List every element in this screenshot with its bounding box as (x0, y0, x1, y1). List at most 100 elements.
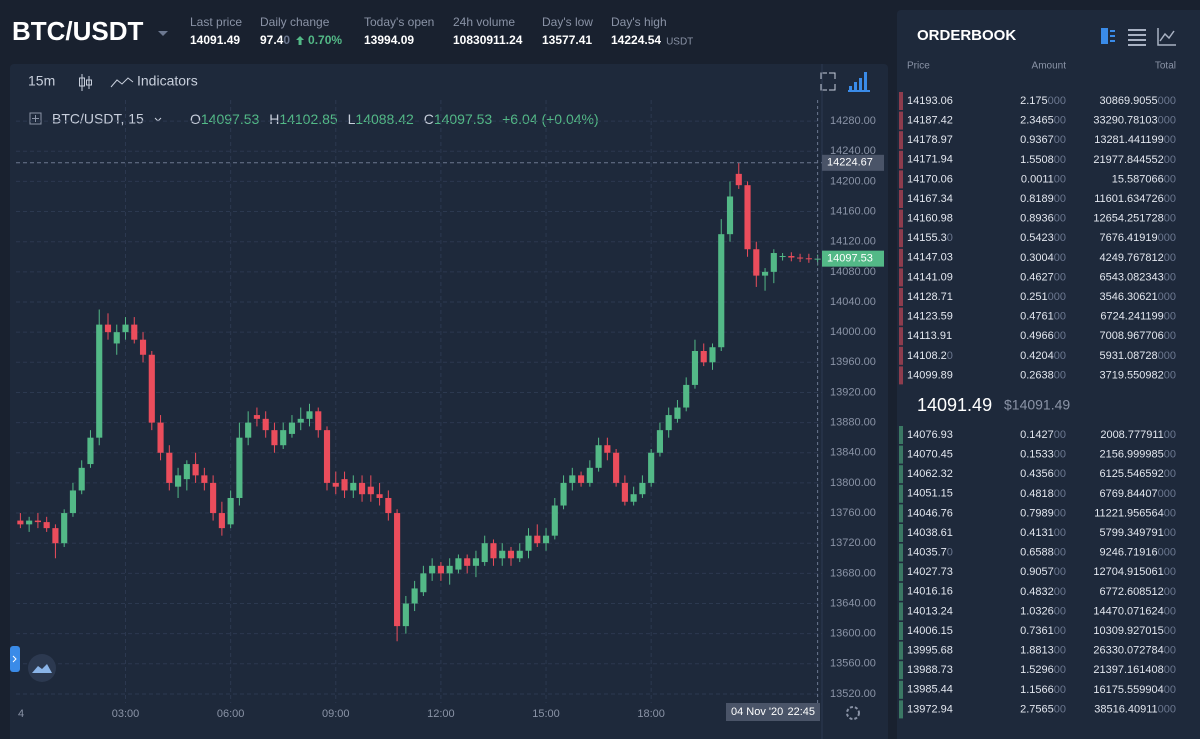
ask-price[interactable]: 14155.30 (907, 232, 953, 244)
ask-price[interactable]: 14187.42 (907, 115, 953, 127)
ask-total[interactable]: 7008.96770600 (1100, 330, 1176, 342)
ask-price[interactable]: 14160.98 (907, 213, 953, 225)
orderbook-view-depth[interactable] (1157, 28, 1176, 46)
bid-total[interactable]: 38516.40911000 (1094, 703, 1176, 715)
pair-title[interactable]: BTC/USDT (12, 16, 144, 46)
bid-amount[interactable]: 1.156600 (1020, 684, 1066, 696)
ask-total[interactable]: 7676.41919000 (1100, 232, 1176, 244)
bid-price[interactable]: 13995.68 (907, 645, 953, 657)
bid-amount[interactable]: 0.798900 (1020, 507, 1066, 519)
fullscreen-icon[interactable] (820, 72, 836, 91)
ask-amount[interactable]: 0.818900 (1020, 193, 1066, 205)
bid-amount[interactable]: 0.153300 (1020, 449, 1066, 461)
ask-total[interactable]: 30869.9055000 (1100, 95, 1176, 107)
ask-amount[interactable]: 0.300400 (1020, 252, 1066, 264)
ask-amount[interactable]: 2.175000 (1020, 95, 1066, 107)
bid-amount[interactable]: 0.483200 (1020, 586, 1066, 598)
ask-total[interactable]: 4249.76781200 (1100, 252, 1176, 264)
ask-amount[interactable]: 0.936700 (1020, 134, 1066, 146)
bid-price[interactable]: 14076.93 (907, 429, 953, 441)
bid-amount[interactable]: 1.032600 (1020, 605, 1066, 617)
settings-icon[interactable] (846, 706, 860, 720)
ask-amount[interactable]: 0.893600 (1020, 213, 1066, 225)
bid-amount[interactable]: 0.481800 (1020, 488, 1066, 500)
legend-symbol[interactable]: BTC/USDT, 15 (52, 111, 144, 127)
bid-amount[interactable]: 0.736100 (1020, 625, 1066, 637)
ask-price[interactable]: 14108.20 (907, 350, 953, 362)
ask-amount[interactable]: 0.420400 (1020, 350, 1066, 362)
bid-price[interactable]: 13988.73 (907, 664, 953, 676)
ask-price[interactable]: 14141.09 (907, 271, 953, 283)
bid-price[interactable]: 14051.15 (907, 488, 953, 500)
bid-total[interactable]: 21397.16140800 (1093, 664, 1176, 676)
ask-amount[interactable]: 0.476100 (1020, 311, 1066, 323)
bid-total[interactable]: 10309.92701500 (1093, 625, 1176, 637)
ask-amount[interactable]: 0.462700 (1020, 271, 1066, 283)
bid-total[interactable]: 16175.55990400 (1093, 684, 1176, 696)
ask-price[interactable]: 14171.94 (907, 154, 953, 166)
ask-price[interactable]: 14178.97 (907, 134, 953, 146)
bid-amount[interactable]: 0.413100 (1020, 527, 1066, 539)
ask-total[interactable]: 3719.55098200 (1100, 369, 1176, 381)
ask-total[interactable]: 6543.08234300 (1100, 271, 1176, 283)
ask-amount[interactable]: 0.001100 (1021, 173, 1066, 185)
bid-amount[interactable]: 2.756500 (1020, 703, 1066, 715)
ask-total[interactable]: 12654.25172800 (1093, 213, 1176, 225)
ask-amount[interactable]: 0.542300 (1020, 232, 1066, 244)
ask-total[interactable]: 21977.84455200 (1093, 154, 1176, 166)
bid-price[interactable]: 13972.94 (907, 703, 953, 715)
bid-price[interactable]: 14016.16 (907, 586, 953, 598)
bid-total[interactable]: 6125.54659200 (1100, 468, 1176, 480)
bid-total[interactable]: 6769.84407000 (1100, 488, 1176, 500)
interval-button[interactable]: 15m (28, 73, 55, 89)
indicators-icon[interactable] (110, 77, 134, 88)
bid-amount[interactable]: 0.142700 (1020, 429, 1066, 441)
bid-price[interactable]: 14046.76 (907, 507, 953, 519)
ask-price[interactable]: 14193.06 (907, 95, 953, 107)
bid-price[interactable]: 14035.70 (907, 547, 953, 559)
bid-total[interactable]: 26330.07278400 (1093, 645, 1176, 657)
ask-price[interactable]: 14099.89 (907, 369, 953, 381)
ask-amount[interactable]: 0.251000 (1020, 291, 1066, 303)
ask-total[interactable]: 13281.44119900 (1094, 134, 1176, 146)
bid-price[interactable]: 14006.15 (907, 625, 953, 637)
bid-total[interactable]: 2156.99998500 (1100, 449, 1176, 461)
ask-total[interactable]: 5931.08728000 (1100, 350, 1176, 362)
ask-total[interactable]: 6724.24119900 (1100, 311, 1176, 323)
indicators-button[interactable]: Indicators (137, 73, 198, 89)
bid-amount[interactable]: 0.905700 (1020, 566, 1066, 578)
bid-price[interactable]: 14013.24 (907, 605, 953, 617)
bid-total[interactable]: 5799.34979100 (1100, 527, 1176, 539)
bid-price[interactable]: 14070.45 (907, 449, 953, 461)
ask-total[interactable]: 3546.30621000 (1100, 291, 1176, 303)
ask-total[interactable]: 15.58706600 (1112, 173, 1176, 185)
bid-total[interactable]: 11221.95656400 (1094, 507, 1176, 519)
ask-amount[interactable]: 0.263800 (1020, 369, 1066, 381)
bid-amount[interactable]: 1.529600 (1020, 664, 1066, 676)
bid-price[interactable]: 14062.32 (907, 468, 953, 480)
ask-amount[interactable]: 2.346500 (1020, 115, 1066, 127)
bid-amount[interactable]: 0.435600 (1020, 468, 1066, 480)
orderbook-view-both[interactable] (1101, 28, 1115, 44)
bid-price[interactable]: 13985.44 (907, 684, 953, 696)
bid-total[interactable]: 2008.77791100 (1100, 429, 1176, 441)
chart-style-icon[interactable] (848, 72, 870, 92)
ask-total[interactable]: 11601.63472600 (1094, 193, 1176, 205)
orderbook-view-list[interactable] (1128, 29, 1146, 46)
ask-price[interactable]: 14123.59 (907, 311, 953, 323)
ask-amount[interactable]: 1.550800 (1020, 154, 1066, 166)
pair-caret[interactable] (158, 31, 168, 36)
ask-price[interactable]: 14170.06 (907, 173, 953, 185)
bid-total[interactable]: 6772.60851200 (1100, 586, 1176, 598)
side-tab[interactable] (10, 646, 20, 672)
bid-total[interactable]: 14470.07162400 (1093, 605, 1176, 617)
ask-price[interactable]: 14167.34 (907, 193, 953, 205)
bid-amount[interactable]: 0.658800 (1020, 547, 1066, 559)
ask-price[interactable]: 14147.03 (907, 252, 953, 264)
ask-price[interactable]: 14128.71 (907, 291, 953, 303)
candle-type-icon[interactable] (79, 74, 92, 91)
ask-amount[interactable]: 0.496600 (1020, 330, 1066, 342)
bid-total[interactable]: 9246.71916000 (1100, 547, 1176, 559)
ask-total[interactable]: 33290.78103000 (1093, 115, 1176, 127)
legend-toggle[interactable] (29, 112, 42, 125)
